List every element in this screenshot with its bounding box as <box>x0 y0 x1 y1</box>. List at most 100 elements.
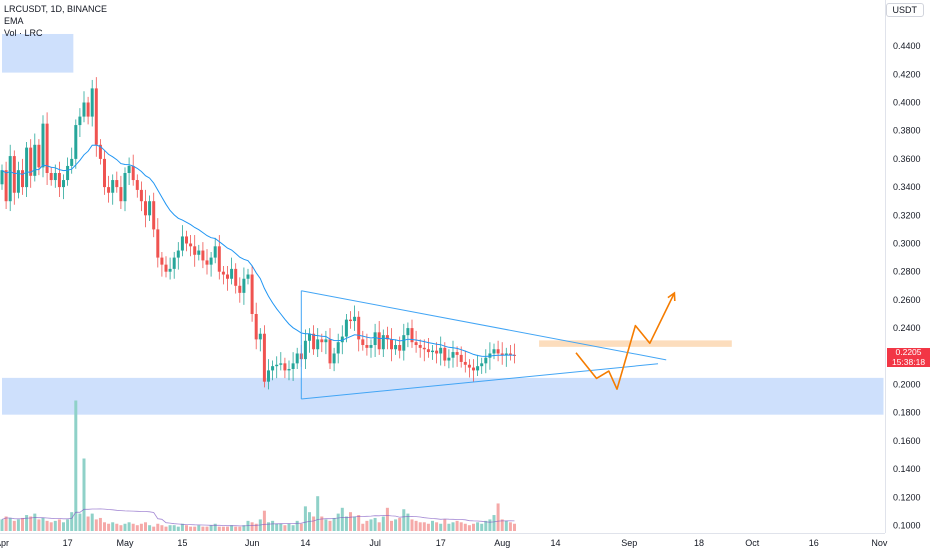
candle-body-104 <box>426 349 430 353</box>
candle-body-17 <box>70 158 74 166</box>
y-tick-label: 0.2000 <box>893 380 921 390</box>
candle-body-64 <box>262 333 266 382</box>
volume-bar-116 <box>476 522 480 531</box>
candle-body-29 <box>119 187 123 202</box>
candle-body-10 <box>41 123 45 168</box>
volume-bar-91 <box>373 517 377 531</box>
volume-bar-113 <box>463 523 467 531</box>
volume-bar-72 <box>295 520 299 531</box>
candle-body-28 <box>115 180 119 188</box>
candle-body-121 <box>496 349 500 354</box>
candle-body-13 <box>53 173 57 181</box>
ema-legend[interactable]: EMA <box>4 16 24 26</box>
candle-body-8 <box>33 144 37 176</box>
volume-bar-100 <box>410 519 414 531</box>
candle-body-105 <box>431 350 434 353</box>
volume-legend[interactable]: Vol · LRC <box>4 28 43 38</box>
candle-body-93 <box>381 335 385 350</box>
volume-bar-11 <box>45 520 49 531</box>
volume-bar-97 <box>398 517 402 531</box>
x-tick-label: Sep <box>621 538 637 548</box>
candle-body-112 <box>459 354 463 362</box>
candle-body-57 <box>234 268 238 286</box>
x-axis[interactable]: Apr 17 May 15 Jun 14 Jul 17 Aug 14 Sep 18 Oct 16 Nov <box>0 533 888 549</box>
candle-body-34 <box>139 189 143 202</box>
y-axis[interactable]: 0.1000 0.1200 0.1400 0.1600 0.1800 0.2000 0.22… <box>885 0 921 533</box>
volume-bar-73 <box>299 523 303 531</box>
candle-body-45 <box>185 236 188 244</box>
candle-body-82 <box>336 342 340 354</box>
last-price-tag: 0.2205 15:38:18 <box>887 347 930 367</box>
volume-bar-58 <box>238 526 242 531</box>
candle-body-30 <box>123 173 127 202</box>
candle-body-90 <box>369 345 373 348</box>
candle-body-56 <box>230 268 234 279</box>
volume-bar-38 <box>156 523 160 531</box>
volume-bar-13 <box>53 520 57 531</box>
symbol-line[interactable]: LRCUSDT, 1D, BINANCE <box>4 4 108 14</box>
candle-body-41 <box>168 268 172 272</box>
candle-body-31 <box>127 165 131 173</box>
x-tick-label: 17 <box>63 538 73 548</box>
candle-body-91 <box>373 332 377 346</box>
volume-bar-3 <box>12 520 16 531</box>
candle-body-75 <box>308 333 311 341</box>
volume-bar-20 <box>82 458 86 531</box>
volume-bar-105 <box>431 520 434 531</box>
volume-bar-122 <box>500 519 504 531</box>
volume-bar-1 <box>4 516 8 531</box>
volume-bar-88 <box>361 523 365 531</box>
volume-bar-56 <box>230 525 234 531</box>
candle-body-37 <box>152 201 156 230</box>
y-tick-label: 0.1400 <box>893 464 921 474</box>
y-tick-label: 0.1800 <box>893 408 921 418</box>
candle-body-39 <box>160 257 164 265</box>
volume-bar-49 <box>201 526 205 531</box>
y-tick-label: 0.4400 <box>893 41 921 51</box>
y-tick-label: 0.2800 <box>893 267 921 277</box>
candle-body-110 <box>451 352 455 358</box>
currency-unit-button[interactable]: USDT <box>885 3 924 17</box>
volume-bar-25 <box>103 522 106 531</box>
volume-bar-68 <box>279 523 283 531</box>
y-tick-label: 0.2600 <box>893 295 921 305</box>
candle-body-67 <box>275 364 279 367</box>
volume-bar-12 <box>49 522 53 531</box>
candle-body-106 <box>435 350 439 354</box>
candle-body-19 <box>78 116 82 126</box>
volume-bar-44 <box>180 523 184 531</box>
candle-body-111 <box>455 352 459 355</box>
candle-body-38 <box>156 229 160 258</box>
volume-bar-37 <box>152 526 156 531</box>
candle-body-74 <box>303 340 307 360</box>
volume-bar-114 <box>467 525 471 531</box>
y-tick-label: 0.3200 <box>893 210 921 220</box>
volume-bar-5 <box>21 517 24 531</box>
candle-body-116 <box>476 366 480 371</box>
volume-bar-84 <box>344 516 348 531</box>
volume-bar-101 <box>414 520 418 531</box>
candle-body-88 <box>361 339 365 346</box>
volume-bar-95 <box>390 520 393 531</box>
candle-body-22 <box>90 88 94 117</box>
volume-bar-117 <box>480 523 484 531</box>
volume-bar-32 <box>131 523 135 531</box>
volume-bar-62 <box>254 523 258 531</box>
volume-bar-70 <box>287 523 291 531</box>
candle-body-114 <box>467 364 471 368</box>
candle-body-14 <box>57 173 61 188</box>
volume-bar-69 <box>283 525 287 531</box>
volume-bar-85 <box>349 512 352 531</box>
candle-body-47 <box>193 246 197 255</box>
volume-bar-34 <box>139 523 143 531</box>
volume-bar-87 <box>357 515 361 531</box>
candle-body-101 <box>414 342 418 346</box>
candle-body-21 <box>86 102 90 117</box>
candle-body-18 <box>74 125 78 159</box>
y-tick-label: 0.3800 <box>893 126 921 136</box>
volume-bar-120 <box>492 515 496 531</box>
candle-body-15 <box>62 180 65 188</box>
volume-bar-125 <box>513 523 516 531</box>
candle-body-23 <box>94 88 98 145</box>
